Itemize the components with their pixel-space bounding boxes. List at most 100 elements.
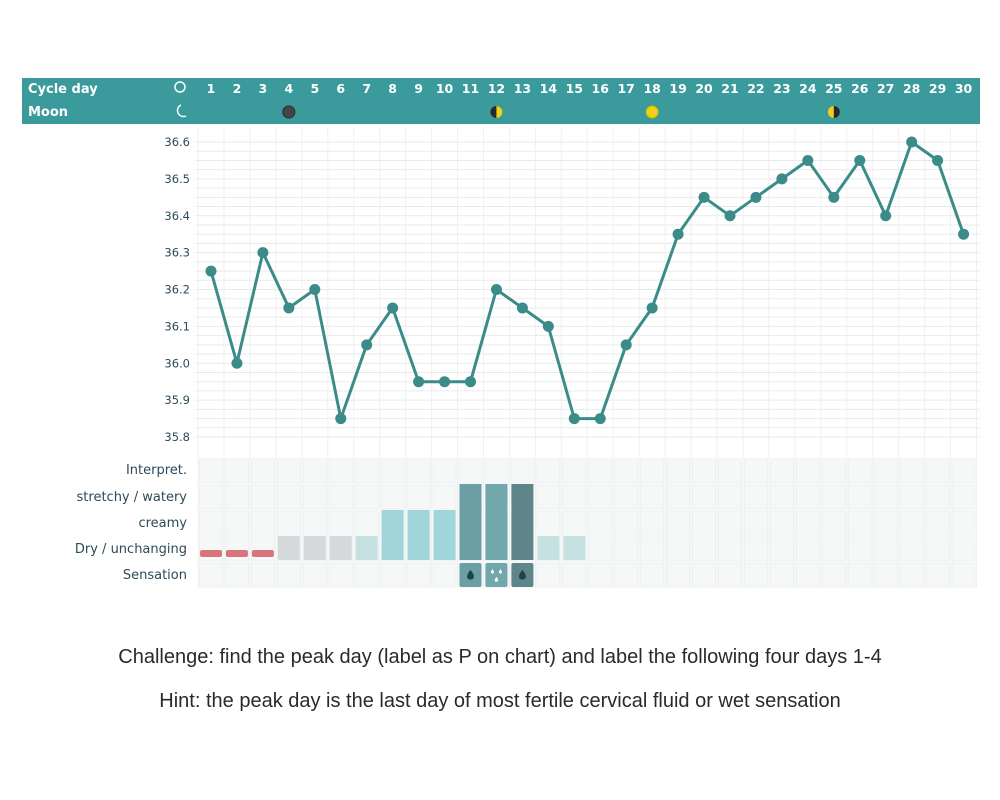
temperature-point-day-21 [724,210,736,222]
grid-cell [588,562,613,588]
grid-cell [821,536,846,562]
grid-cell [951,562,976,588]
temperature-point-day-29 [932,154,944,166]
fluid-bar-day-15 [563,536,586,560]
y-tick-label: 36.2 [164,283,190,297]
day-number: 17 [617,81,634,96]
grid-cell [406,484,431,510]
row-label-dry: Dry / unchanging [75,542,187,557]
grid-cell [536,510,561,536]
grid-cell [224,458,249,484]
grid-cell [432,484,457,510]
grid-cell [743,562,768,588]
fertility-chart: Cycle day Moon 1 2 3 4 5 6 7 8 9 10 11 12 13 14 15 16 17… [22,78,980,588]
day-number: 6 [336,81,345,96]
grid-cell [380,458,405,484]
grid-cell [562,562,587,588]
day-number: 22 [747,81,764,96]
grid-cell [432,458,457,484]
grid-cell [250,510,275,536]
grid-cell [224,562,249,588]
grid-cell [873,510,898,536]
day-number: 1 [207,81,216,96]
temperature-point-day-1 [205,265,217,277]
temperature-point-day-2 [231,357,243,369]
grid-cell [328,484,353,510]
day-number: 13 [514,81,531,96]
temperature-point-day-16 [594,413,606,425]
grid-cell [562,458,587,484]
grid-cell [199,484,223,510]
grid-cell [925,458,950,484]
grid-cell [640,484,665,510]
grid-cell [769,562,794,588]
sensation-icons [459,563,534,587]
grid-cell [640,536,665,562]
grid-cell [354,458,379,484]
fluid-bar-day-2 [225,550,248,557]
grid-cell [354,484,379,510]
grid-cell [199,562,223,588]
grid-cell [276,510,301,536]
grid-cell [250,536,275,562]
temperature-points [205,136,970,425]
grid-cell [795,458,820,484]
grid-cell [899,484,924,510]
grid-cell [795,484,820,510]
temperature-point-day-23 [776,173,788,185]
temperature-point-day-4 [283,302,295,314]
temperature-point-day-8 [387,302,399,314]
drop-icon [459,563,482,587]
grid-cell [743,536,768,562]
hint-caption: Hint: the peak day is the last day of mo… [159,690,841,712]
grid-cell [640,458,665,484]
temperature-point-day-19 [672,228,684,240]
grid-cell [432,562,457,588]
temperature-point-day-14 [542,320,554,332]
grid-cell [614,484,639,510]
grid-cell [795,536,820,562]
grid-cell [692,484,717,510]
grid-cell [951,458,976,484]
grid-cell [640,562,665,588]
grid-cell [899,562,924,588]
row-label-sensation: Sensation [123,568,187,583]
temperature-point-day-22 [750,191,762,203]
fluid-bar-day-4 [277,536,300,560]
temperature-point-day-9 [413,376,425,388]
temperature-point-day-13 [516,302,528,314]
grid-cell [484,458,509,484]
cycle-day-label: Cycle day [28,82,98,97]
moon-label: Moon [28,105,68,120]
grid-cell [718,458,742,484]
challenge-caption: Challenge: find the peak day (label as P… [118,646,882,668]
grid-cell [250,458,275,484]
cycle-day-numbers: 1 2 3 4 5 6 7 8 9 10 11 12 13 14 15 16 17 18 19 20 21 22 23 24 2… [207,81,973,96]
fluid-bar-day-14 [537,536,560,560]
half-moon-icon [490,106,503,118]
grid-cell [380,562,405,588]
day-number: 8 [388,81,397,96]
grid-cell [406,458,431,484]
grid-cell [328,458,353,484]
grid-cell [406,562,431,588]
grid-cell [899,536,924,562]
fluid-bar-day-11 [459,484,482,560]
day-number: 29 [929,81,946,96]
grid-cell [925,562,950,588]
temperature-point-day-27 [880,210,892,222]
temperature-point-day-5 [309,284,321,295]
grid-cell [562,484,587,510]
grid-cell [769,510,794,536]
temperature-point-day-25 [828,191,840,203]
grid-cell [666,510,691,536]
grid-cell [302,458,327,484]
y-tick-label: 35.9 [164,393,190,407]
temperature-point-day-15 [568,413,580,425]
day-number: 23 [773,81,790,96]
y-tick-label: 35.8 [164,430,190,444]
grid-cell [951,536,976,562]
grid-cell [873,562,898,588]
grid-cell [873,458,898,484]
circle-icon [174,81,186,93]
